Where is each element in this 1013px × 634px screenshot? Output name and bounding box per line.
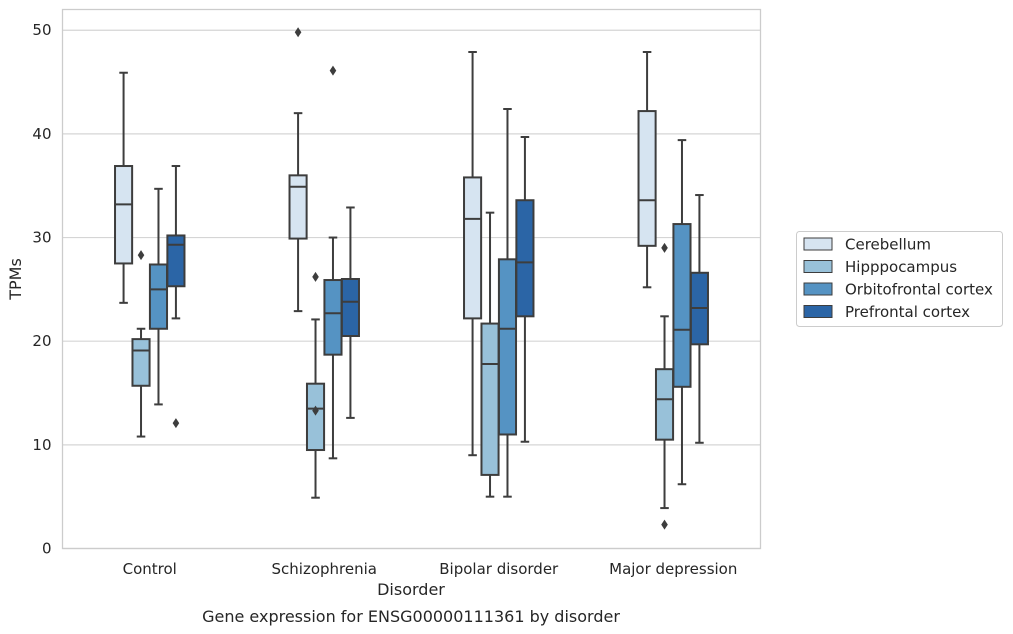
- outlier-point: [172, 418, 180, 429]
- legend-label: Prefrontal cortex: [845, 303, 970, 321]
- outlier-point: [661, 242, 668, 253]
- box-iqr: [672, 223, 692, 388]
- box-iqr: [131, 338, 151, 387]
- outlier-point: [661, 519, 668, 530]
- plot-frame: [61, 8, 762, 550]
- box-hipppocampus: [305, 271, 326, 499]
- box-prefrontal-cortex: [515, 135, 535, 443]
- box-prefrontal-cortex: [340, 206, 360, 419]
- box-orbitofrontal-cortex: [672, 139, 692, 486]
- box-iqr: [480, 322, 500, 476]
- box-iqr: [340, 278, 360, 338]
- legend-label: Cerebellum: [845, 236, 931, 254]
- box-cerebellum: [637, 50, 657, 289]
- box-prefrontal-cortex: [689, 194, 709, 444]
- outlier-point: [329, 65, 337, 76]
- box-orbitofrontal-cortex: [497, 108, 518, 498]
- y-tick-labels: 0 10 20 30 40 50: [32, 21, 51, 557]
- outlier-point: [294, 27, 302, 38]
- x-tick-label: Control: [123, 560, 177, 578]
- outlier-point: [312, 405, 319, 416]
- box-iqr: [114, 165, 134, 265]
- y-tick-label: 40: [32, 125, 51, 143]
- box-iqr: [288, 174, 308, 240]
- y-tick-label: 20: [32, 332, 51, 350]
- box-hipppocampus: [131, 250, 151, 438]
- y-tick-label: 10: [32, 436, 51, 454]
- x-tick-labels: Control Schizophrenia Bipolar disorder Majo…: [123, 560, 738, 578]
- box-iqr: [148, 263, 169, 330]
- box-hipppocampus: [480, 211, 500, 498]
- y-tick-label: 50: [32, 21, 51, 39]
- legend: Cerebellum Hipppocampus Orbitofrontal cort…: [796, 231, 1003, 327]
- box-iqr: [323, 279, 343, 356]
- box-orbitofrontal-cortex: [148, 187, 169, 406]
- legend-label: Orbitofrontal cortex: [845, 281, 993, 299]
- outlier-point: [137, 250, 145, 261]
- box-iqr: [637, 110, 657, 247]
- legend-swatch: [803, 260, 833, 273]
- box-iqr: [654, 368, 675, 441]
- box-cerebellum: [463, 50, 483, 457]
- x-tick-label: Major depression: [609, 560, 737, 578]
- legend-label: Hipppocampus: [845, 258, 957, 276]
- y-tick-label: 30: [32, 229, 51, 247]
- box-orbitofrontal-cortex: [323, 65, 343, 460]
- box-iqr: [166, 234, 186, 288]
- y-tick-label: 0: [42, 540, 52, 558]
- boxes: [114, 27, 709, 530]
- box-prefrontal-cortex: [166, 165, 186, 429]
- box-cerebellum: [114, 71, 134, 304]
- box-iqr: [463, 176, 483, 320]
- outlier-point: [312, 271, 319, 282]
- box-cerebellum: [288, 27, 308, 313]
- box-hipppocampus: [654, 242, 675, 530]
- x-axis-title: Disorder: [377, 580, 445, 599]
- box-iqr: [515, 199, 535, 318]
- x-tick-label: Bipolar disorder: [439, 560, 559, 578]
- legend-swatch: [803, 305, 833, 318]
- x-tick-label: Schizophrenia: [272, 560, 377, 578]
- box-iqr: [305, 382, 326, 452]
- chart-caption: Gene expression for ENSG00000111361 by d…: [202, 607, 620, 626]
- box-iqr: [497, 258, 518, 436]
- y-axis-title: TPMs: [6, 258, 25, 301]
- legend-frame: [796, 231, 1003, 327]
- legend-swatch: [803, 282, 833, 296]
- legend-swatch: [803, 237, 833, 251]
